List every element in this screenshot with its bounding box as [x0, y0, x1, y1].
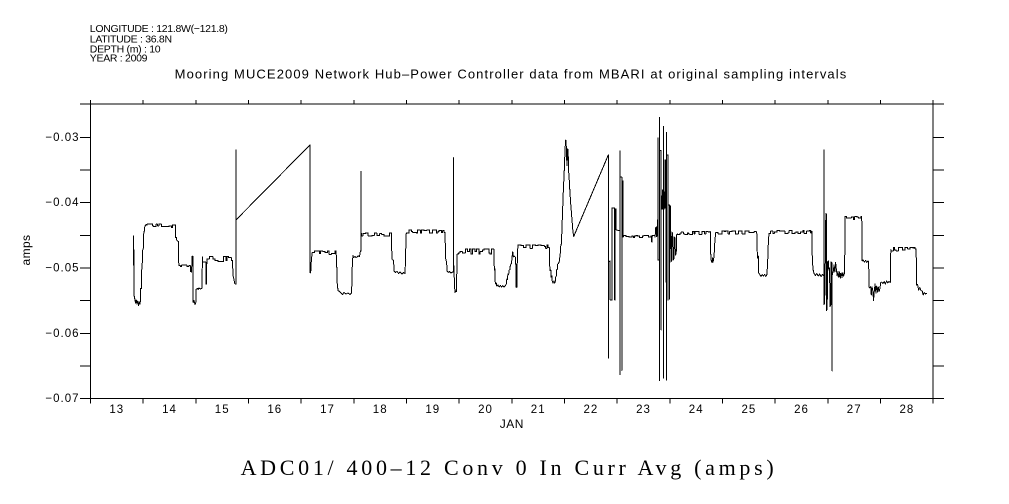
svg-text:15: 15: [215, 404, 230, 416]
svg-text:−0.05: −0.05: [45, 262, 79, 274]
svg-text:21: 21: [531, 404, 546, 416]
svg-text:JAN: JAN: [500, 417, 524, 431]
svg-text:19: 19: [425, 404, 440, 416]
svg-text:22: 22: [584, 404, 599, 416]
svg-text:18: 18: [373, 404, 388, 416]
svg-text:LONGITUDE : 121.8W(−121.8): LONGITUDE : 121.8W(−121.8): [90, 23, 228, 35]
svg-text:20: 20: [478, 404, 493, 416]
svg-text:Mooring MUCE2009 Network Hub–P: Mooring MUCE2009 Network Hub–Power Contr…: [175, 67, 848, 82]
svg-text:amps: amps: [19, 235, 33, 266]
svg-text:28: 28: [900, 404, 915, 416]
svg-text:−0.04: −0.04: [45, 197, 79, 209]
svg-text:26: 26: [794, 404, 809, 416]
svg-text:25: 25: [742, 404, 757, 416]
svg-text:−0.03: −0.03: [45, 132, 79, 144]
svg-text:17: 17: [320, 404, 335, 416]
svg-text:LATITUDE : 36.8N: LATITUDE : 36.8N: [90, 33, 172, 45]
svg-text:−0.07: −0.07: [45, 393, 79, 405]
svg-text:16: 16: [267, 404, 282, 416]
svg-text:−0.06: −0.06: [45, 328, 79, 340]
svg-text:23: 23: [636, 404, 651, 416]
svg-text:YEAR : 2009: YEAR : 2009: [90, 53, 148, 65]
svg-text:ADC01/ 400–12 Conv 0 In Curr A: ADC01/ 400–12 Conv 0 In Curr Avg (amps): [241, 455, 778, 480]
svg-text:14: 14: [162, 404, 177, 416]
svg-text:24: 24: [689, 404, 704, 416]
svg-text:27: 27: [847, 404, 862, 416]
svg-text:DEPTH (m) : 10: DEPTH (m) : 10: [90, 44, 161, 56]
svg-text:13: 13: [109, 404, 124, 416]
